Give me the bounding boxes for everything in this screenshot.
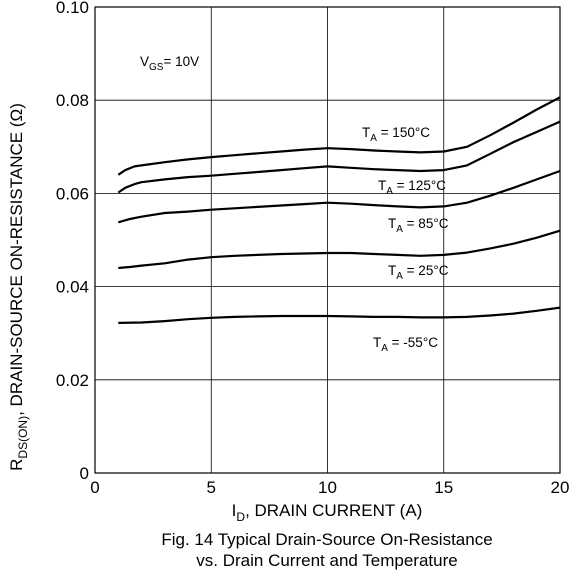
series-line	[117, 96, 561, 176]
condition-sub: GS	[149, 62, 164, 73]
x-tick-label: 15	[434, 478, 453, 497]
x-tick-label: 0	[90, 478, 99, 497]
plot-frame	[94, 6, 561, 474]
series-label: TA = 85°C	[388, 216, 449, 235]
x-axis-label-rest: , DRAIN CURRENT (A)	[245, 501, 422, 520]
series-label: TA = -55°C	[373, 335, 438, 354]
series-label: TA = 150°C	[362, 125, 430, 144]
series-line	[117, 169, 561, 224]
x-axis-label: ID, DRAIN CURRENT (A)	[232, 501, 423, 524]
y-tick-label: 0.08	[56, 91, 89, 110]
series-label: TA = 25°C	[388, 263, 449, 282]
grid	[95, 7, 560, 473]
x-tick-label: 20	[551, 478, 570, 497]
y-axis-label-rest: , DRAIN-SOURCE ON-RESISTANCE (Ω)	[7, 103, 26, 416]
series-labels: TA = 150°C TA = 125°C TA = 85°C TA = 25°C TA…	[362, 125, 449, 354]
caption-line-1: Fig. 14 Typical Drain-Source On-Resistan…	[161, 530, 493, 549]
condition-main: V	[140, 54, 149, 69]
condition-label: VGS= 10V	[140, 54, 199, 73]
series-line	[117, 120, 561, 194]
figure-caption: Fig. 14 Typical Drain-Source On-Resistan…	[0, 529, 578, 571]
y-axis-label: RDS(ON), DRAIN-SOURCE ON-RESISTANCE (Ω)	[7, 103, 30, 471]
y-axis-label-sub: DS(ON)	[16, 416, 30, 459]
x-tick-label: 5	[207, 478, 216, 497]
y-tick-label: 0.10	[56, 0, 89, 17]
series-label: TA = 125°C	[378, 178, 446, 197]
x-axis-label-sub: D	[236, 510, 245, 524]
x-axis-label-main: I	[232, 501, 237, 520]
y-tick-label: 0.06	[56, 184, 89, 203]
caption-line-2: vs. Drain Current and Temperature	[196, 551, 458, 570]
y-tick-label: 0	[80, 464, 89, 483]
y-axis-label-main: R	[7, 459, 26, 471]
series-line	[118, 306, 561, 324]
y-tick-labels: 0 0.02 0.04 0.06 0.08 0.10	[56, 0, 89, 483]
series-line	[118, 229, 561, 270]
x-tick-label: 10	[318, 478, 337, 497]
curves	[117, 96, 561, 324]
x-tick-labels: 0 5 10 15 20	[90, 478, 569, 497]
y-tick-label: 0.02	[56, 371, 89, 390]
y-tick-label: 0.04	[56, 278, 89, 297]
condition-rest: = 10V	[163, 54, 199, 69]
